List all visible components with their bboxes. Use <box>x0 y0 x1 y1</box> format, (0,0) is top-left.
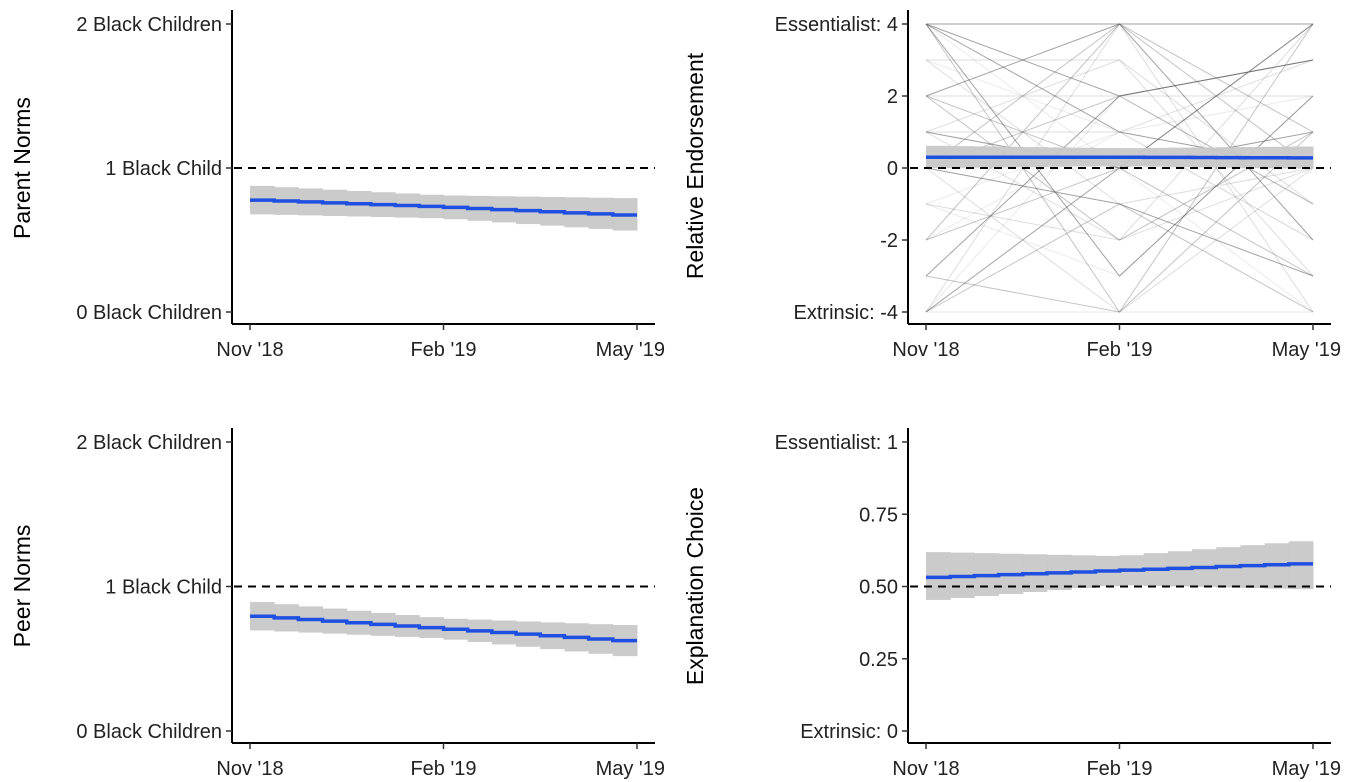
y-tick-label: 0 Black Children <box>76 302 222 324</box>
x-tick-label: May '19 <box>1272 758 1341 780</box>
y-tick-label: 1 Black Child <box>105 158 222 180</box>
y-axis-title: Explanation Choice <box>682 487 708 685</box>
x-tick-label: May '19 <box>1272 339 1341 361</box>
x-tick-label: Nov '18 <box>216 339 283 361</box>
trajectory-line <box>925 203 1314 313</box>
trajectory-line <box>925 131 1314 313</box>
x-tick-label: May '19 <box>596 339 665 361</box>
y-tick-label: 0.25 <box>859 649 898 671</box>
y-axis-title: Parent Norms <box>9 97 35 239</box>
x-tick-label: Feb '19 <box>1086 339 1152 361</box>
chart-panel-3: 0 Black Children 1 Black Child 2 Black Chi… <box>9 428 665 780</box>
trajectory-line <box>925 131 1314 169</box>
x-tick-label: Nov '18 <box>216 758 283 780</box>
y-tick-label: 2 Black Children <box>76 432 222 454</box>
y-tick-label: Essentialist: 4 <box>775 14 898 36</box>
x-tick-label: May '19 <box>596 758 665 780</box>
y-tick-label: 0 Black Children <box>76 721 222 743</box>
y-tick-label: -2 <box>880 230 898 252</box>
trajectory-line <box>926 59 1314 277</box>
trajectory-line <box>925 23 1314 169</box>
x-tick-label: Nov '18 <box>892 758 959 780</box>
y-tick-label: 0.75 <box>859 504 898 526</box>
trajectory-line <box>925 23 1314 241</box>
fitted-trend-line <box>250 614 637 643</box>
y-axis-title: Peer Norms <box>9 525 35 648</box>
y-tick-label: 1 Black Child <box>105 577 222 599</box>
y-tick-label: 0 <box>887 158 898 180</box>
y-tick-label: Extrinsic: -4 <box>794 302 898 324</box>
trajectory-line <box>926 59 1314 133</box>
trajectory-line <box>925 95 1314 241</box>
trajectory-line <box>925 23 1314 97</box>
trajectory-line <box>925 167 1314 277</box>
x-tick-label: Nov '18 <box>892 339 959 361</box>
y-tick-label: Extrinsic: 0 <box>800 721 898 743</box>
x-tick-label: Feb '19 <box>410 758 476 780</box>
x-tick-label: Feb '19 <box>410 339 476 361</box>
chart-panel-2: Extrinsic: -4 -2 0 2 Essentialist: 4 Nov '18 F… <box>682 10 1341 361</box>
chart-panel-1: 0 Black Children 1 Black Child 2 Black Chi… <box>9 10 665 361</box>
trajectory-line <box>925 167 1314 241</box>
chart-panel-4: Extrinsic: 0 0.25 0.50 0.75 Essentialist: 1 N… <box>682 428 1341 780</box>
y-tick-label: 2 <box>887 86 898 108</box>
x-tick-label: Feb '19 <box>1086 758 1152 780</box>
y-tick-label: 2 Black Children <box>76 14 222 36</box>
y-tick-label: Essentialist: 1 <box>775 432 898 454</box>
y-tick-label: 0.50 <box>859 577 898 599</box>
trajectory-line <box>925 23 1314 241</box>
fitted-trend-line <box>926 155 1313 160</box>
fitted-trend-line <box>250 198 637 217</box>
fitted-trend-line <box>926 562 1313 580</box>
trajectory-line <box>925 23 1314 313</box>
y-axis-title: Relative Endorsement <box>682 52 708 279</box>
